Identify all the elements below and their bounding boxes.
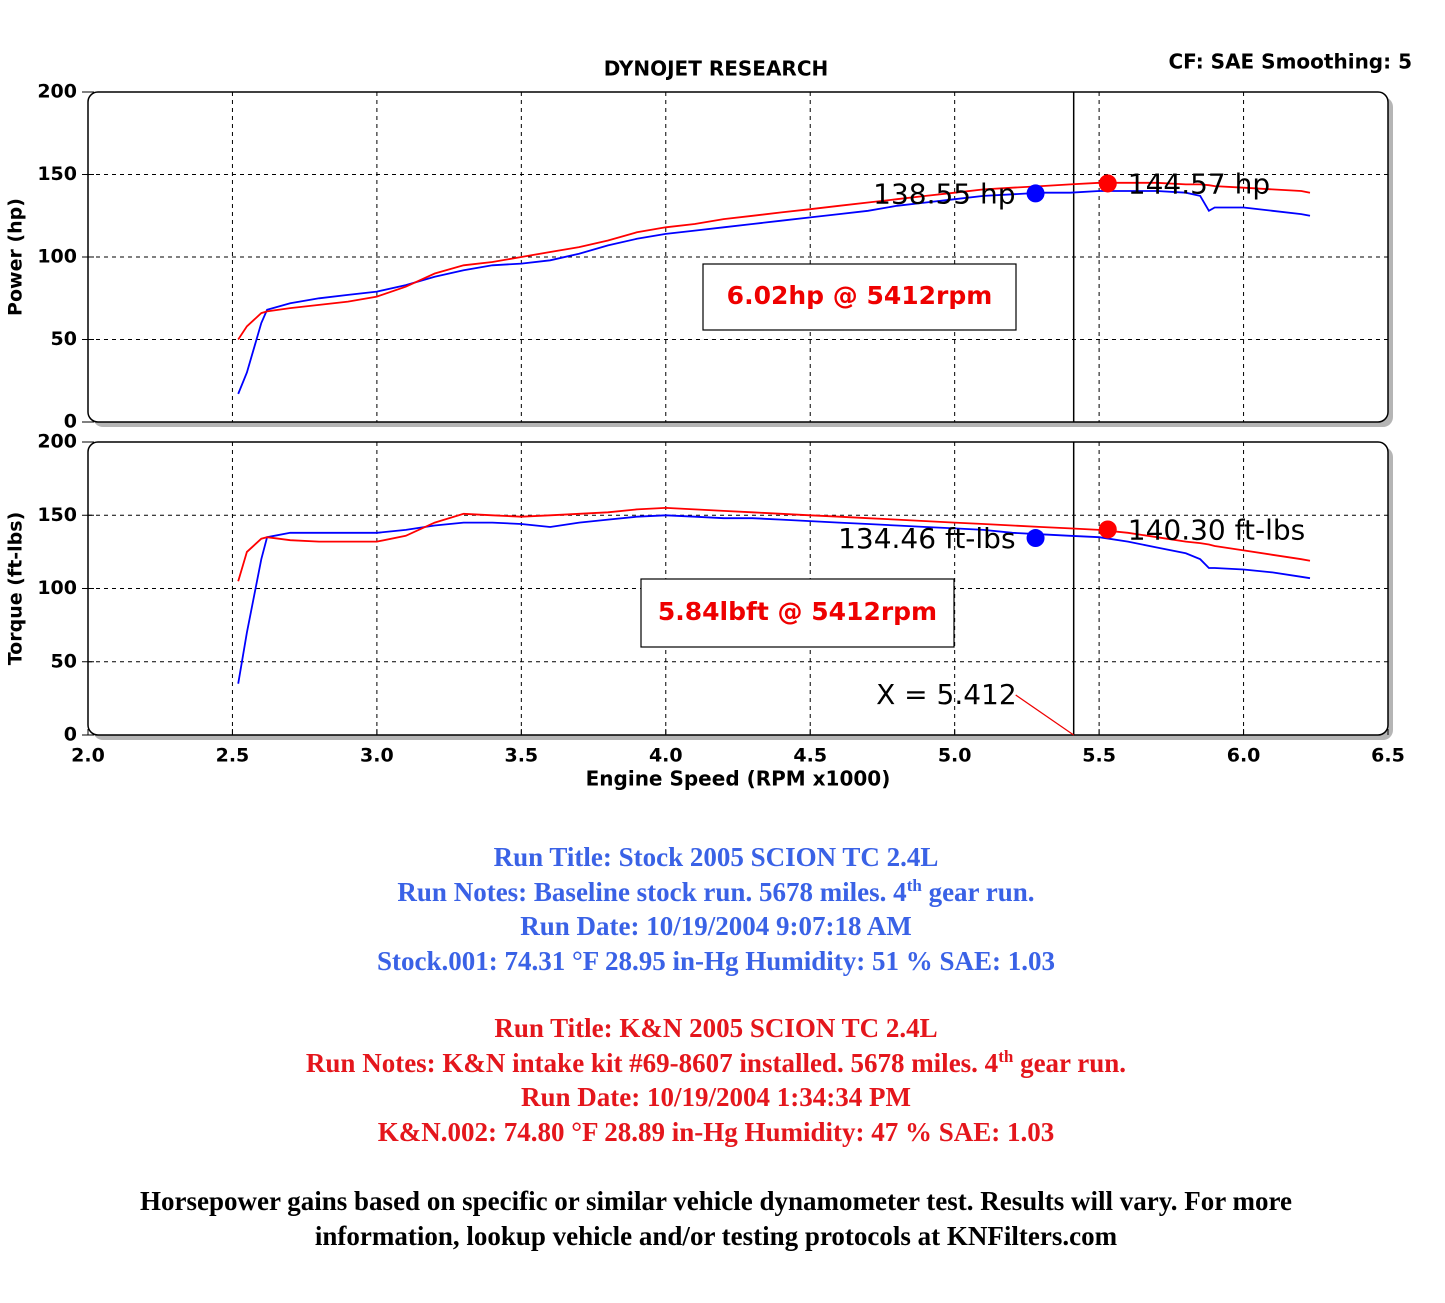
- disclaimer-line: Horsepower gains based on specific or si…: [140, 1186, 1292, 1216]
- x-tick-label: 5.5: [1082, 745, 1116, 767]
- series-line: [237, 514, 1311, 684]
- gain-box: [640, 578, 955, 648]
- cursor-label: X = 5.412: [876, 678, 1017, 711]
- peak-label: 138.55 hp: [873, 177, 1015, 210]
- y-axis-label: Torque (ft-lbs): [5, 512, 27, 666]
- x-tick-label: 2.0: [71, 745, 105, 767]
- peak-marker: [1026, 184, 1045, 203]
- series-line: [237, 181, 1311, 340]
- disclaimer-line: information, lookup vehicle and/or testi…: [314, 1221, 1118, 1251]
- x-tick-label: 4.0: [649, 745, 683, 767]
- notes-text: gear run.: [1013, 1047, 1127, 1078]
- x-tick-label: 3.0: [360, 745, 394, 767]
- y-tick-label: 50: [51, 328, 77, 350]
- notes-sup: th: [906, 875, 922, 895]
- y-tick-label: 200: [37, 431, 77, 453]
- cursor-leader: [1015, 694, 1075, 736]
- x-axis-label: Engine Speed (RPM x1000): [586, 767, 891, 791]
- peak-marker: [1098, 520, 1117, 539]
- run-notes: Run Notes: Baseline stock run. 5678 mile…: [0, 875, 1432, 910]
- gain-annotation: 6.02hp @ 5412rpm: [727, 281, 993, 310]
- notes-sup: th: [998, 1046, 1014, 1066]
- run-conditions: Stock.001: 74.31 °F 28.95 in-Hg Humidity…: [376, 945, 1056, 976]
- run-title: Run Title: K&N 2005 SCION TC 2.4L: [494, 1013, 938, 1043]
- y-tick-label: 100: [37, 246, 77, 268]
- y-tick-label: 100: [37, 577, 77, 599]
- y-tick-label: 0: [64, 724, 77, 746]
- peak-label: 140.30 ft-lbs: [1128, 513, 1305, 546]
- notes-text: Run Notes: Baseline stock run. 5678 mile…: [397, 876, 907, 907]
- chart-subtitle: CF: SAE Smoothing: 5: [1168, 50, 1412, 74]
- x-tick-label: 5.0: [938, 745, 972, 767]
- run-conditions: K&N.002: 74.80 °F 28.89 in-Hg Humidity: …: [377, 1116, 1055, 1147]
- run-title: Run Title: Stock 2005 SCION TC 2.4L: [493, 842, 939, 872]
- peak-marker: [1026, 529, 1045, 548]
- gain-box: [702, 263, 1017, 331]
- y-tick-label: 200: [37, 81, 77, 103]
- y-tick-label: 150: [37, 163, 77, 185]
- run-notes: Run Notes: K&N intake kit #69-8607 insta…: [0, 1046, 1432, 1081]
- y-axis-label: Power (hp): [5, 198, 27, 316]
- run-date: Run Date: 10/19/2004 1:34:34 PM: [521, 1082, 911, 1112]
- kn-run-info: Run Title: K&N 2005 SCION TC 2.4L Run No…: [0, 1011, 1432, 1149]
- run-date: Run Date: 10/19/2004 9:07:18 AM: [520, 911, 912, 941]
- series-line: [237, 506, 1311, 582]
- series-line: [237, 190, 1311, 395]
- x-tick-label: 6.0: [1227, 745, 1261, 767]
- gain-annotation: 5.84lbft @ 5412rpm: [658, 597, 937, 626]
- stock-run-info: Run Title: Stock 2005 SCION TC 2.4L Run …: [0, 840, 1432, 978]
- y-tick-label: 150: [37, 504, 77, 526]
- x-tick-label: 6.5: [1371, 745, 1405, 767]
- dyno-chart: 0 50 100 150 200 Power (hp) DYNOJET RESEARCH CF…: [5, 50, 1413, 791]
- peak-label: 134.46 ft-lbs: [838, 522, 1015, 555]
- x-tick-label: 4.5: [793, 745, 827, 767]
- chart-title: DYNOJET RESEARCH: [604, 57, 829, 81]
- y-tick-label: 0: [64, 411, 77, 433]
- notes-text: gear run.: [921, 876, 1035, 907]
- y-tick-label: 50: [51, 650, 77, 672]
- x-tick-label: 2.5: [216, 745, 250, 767]
- x-tick-label: 3.5: [504, 745, 538, 767]
- peak-label: 144.57 hp: [1128, 167, 1270, 200]
- disclaimer: Horsepower gains based on specific or si…: [0, 1184, 1432, 1254]
- peak-marker: [1098, 174, 1117, 193]
- notes-text: Run Notes: K&N intake kit #69-8607 insta…: [305, 1047, 999, 1078]
